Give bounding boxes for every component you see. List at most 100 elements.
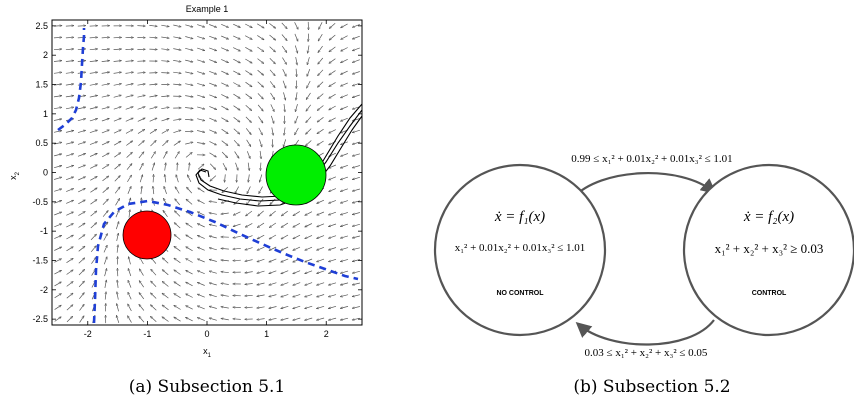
vector-field-arrow (317, 235, 325, 239)
caption-a: (a) Subsection 5.1 (129, 377, 285, 397)
vector-field-arrow (197, 235, 205, 239)
vector-field (53, 21, 361, 324)
vector-field-arrow (161, 130, 169, 134)
unsafe-region-circle (122, 210, 172, 260)
vector-field-arrow (317, 105, 324, 111)
vector-field-arrow (340, 235, 349, 238)
vector-field-arrow (257, 258, 265, 262)
vector-field-arrow (245, 23, 252, 28)
vector-field-arrow (319, 22, 323, 29)
vector-field-arrow (113, 61, 122, 62)
vector-field-arrow (174, 294, 181, 299)
vector-field-arrow (352, 282, 360, 285)
vector-field-arrow (352, 176, 360, 179)
vector-field-arrow (295, 127, 299, 135)
vector-field-arrow (209, 47, 217, 51)
state-control (682, 163, 854, 337)
vector-field-arrow (233, 35, 240, 39)
vector-field-arrow (105, 292, 106, 300)
vector-field-arrow (114, 153, 121, 158)
vector-field-arrow (246, 139, 251, 147)
vector-field-arrow (65, 61, 74, 62)
vector-field-arrow (233, 248, 241, 249)
vector-field-arrow (197, 47, 205, 51)
vector-field-arrow (259, 186, 263, 194)
vector-field-arrow (137, 84, 146, 85)
vector-field-arrow (113, 118, 121, 122)
vector-field-arrow (101, 37, 110, 38)
vector-field-arrow (233, 93, 240, 98)
vector-field-arrow (116, 315, 120, 324)
vector-field-arrow (221, 283, 229, 284)
vector-field-arrow (125, 118, 133, 122)
vector-field-arrow (221, 260, 229, 261)
vector-field-arrow (245, 223, 253, 227)
vector-field-arrow (89, 95, 98, 98)
vector-field-arrow (78, 188, 85, 193)
y-tick-label: -1.5 (32, 255, 48, 265)
vector-field-arrow (245, 116, 252, 123)
vector-field-arrow (209, 129, 216, 133)
vector-field-arrow (269, 306, 277, 309)
vector-field-arrow (128, 304, 132, 312)
vector-field-arrow (235, 162, 239, 171)
vector-field-arrow (174, 270, 181, 275)
vector-field-arrow (257, 58, 264, 64)
state-right-invariant: x₁² + x₂² + x₃² ≥ 0.03 (715, 241, 824, 256)
vector-field-arrow (257, 319, 265, 320)
vector-field-arrow (77, 26, 86, 27)
vector-field-arrow (153, 186, 154, 195)
vector-field-arrow (305, 223, 313, 228)
vector-field-arrow (78, 269, 85, 276)
barrier-curve-upper-left (57, 28, 86, 132)
vector-field-arrow (329, 22, 336, 28)
vector-field-arrow (197, 106, 205, 109)
vector-field-arrow (221, 82, 228, 87)
vector-field-arrow (102, 176, 109, 182)
vector-field-arrow (352, 129, 361, 132)
vector-field-arrow (340, 212, 349, 214)
vector-field-arrow (153, 174, 154, 183)
vector-field-arrow (162, 293, 169, 299)
vector-field-arrow (340, 294, 349, 297)
vector-field-arrow (340, 164, 349, 168)
vector-field-arrow (54, 212, 62, 216)
vector-field-arrow (54, 294, 62, 299)
vector-field-arrow (78, 223, 86, 228)
vector-field-arrow (293, 282, 301, 286)
vector-field-arrow (271, 127, 274, 136)
vector-field-arrow (258, 116, 263, 123)
vector-field-arrow (329, 58, 336, 64)
vector-field-arrow (173, 119, 181, 120)
x-tick-label: -1 (143, 329, 151, 339)
vector-field-arrow (137, 95, 146, 98)
vector-field-arrow (340, 176, 349, 180)
vector-field-arrow (340, 117, 348, 121)
vector-field-arrow (352, 212, 360, 215)
vector-field-arrow (114, 176, 121, 182)
vector-field-arrow (209, 271, 217, 274)
vector-field-arrow (66, 282, 73, 287)
vector-field-arrow (173, 24, 181, 27)
vector-field-arrow (103, 245, 107, 253)
vector-field-arrow (128, 280, 132, 288)
y-tick-label: 2 (43, 50, 48, 60)
vector-field-arrow (149, 84, 157, 85)
vector-field-arrow (281, 22, 287, 29)
vector-field-arrow (317, 140, 324, 145)
vector-field-arrow (293, 246, 301, 250)
state-no-control (433, 163, 607, 337)
vector-field-arrow (305, 211, 313, 216)
vector-field-arrow (186, 306, 193, 310)
vector-field-arrow (113, 84, 122, 86)
vector-field-arrow (209, 24, 217, 28)
vector-field-arrow (186, 317, 193, 322)
vector-field-arrow (77, 154, 86, 157)
vector-field-arrow (173, 72, 181, 73)
vector-field-arrow (101, 95, 110, 98)
vector-field-arrow (174, 282, 181, 287)
vector-field-arrow (222, 187, 229, 192)
vector-field-arrow (53, 96, 62, 97)
vector-field-arrow (186, 270, 193, 275)
vector-field-arrow (352, 294, 360, 297)
